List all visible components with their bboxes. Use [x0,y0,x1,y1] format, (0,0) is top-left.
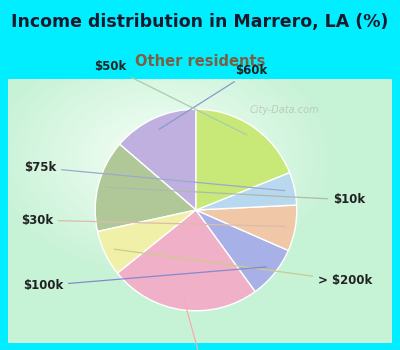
Wedge shape [196,173,297,210]
Text: $10k: $10k [106,187,365,206]
Text: $30k: $30k [21,214,285,226]
Text: $100k: $100k [23,267,267,292]
Text: $40k: $40k [184,300,217,350]
Wedge shape [120,109,196,210]
Text: City-Data.com: City-Data.com [250,105,319,116]
Text: $60k: $60k [159,64,268,130]
Text: $50k: $50k [94,60,247,135]
Text: Other residents: Other residents [135,54,265,69]
Wedge shape [196,109,290,210]
Wedge shape [95,144,196,231]
Text: $75k: $75k [24,161,285,191]
Wedge shape [196,205,297,251]
Text: Income distribution in Marrero, LA (%): Income distribution in Marrero, LA (%) [11,13,389,31]
Wedge shape [98,210,196,273]
Text: > $200k: > $200k [114,249,372,287]
Wedge shape [118,210,255,311]
Wedge shape [196,210,288,292]
